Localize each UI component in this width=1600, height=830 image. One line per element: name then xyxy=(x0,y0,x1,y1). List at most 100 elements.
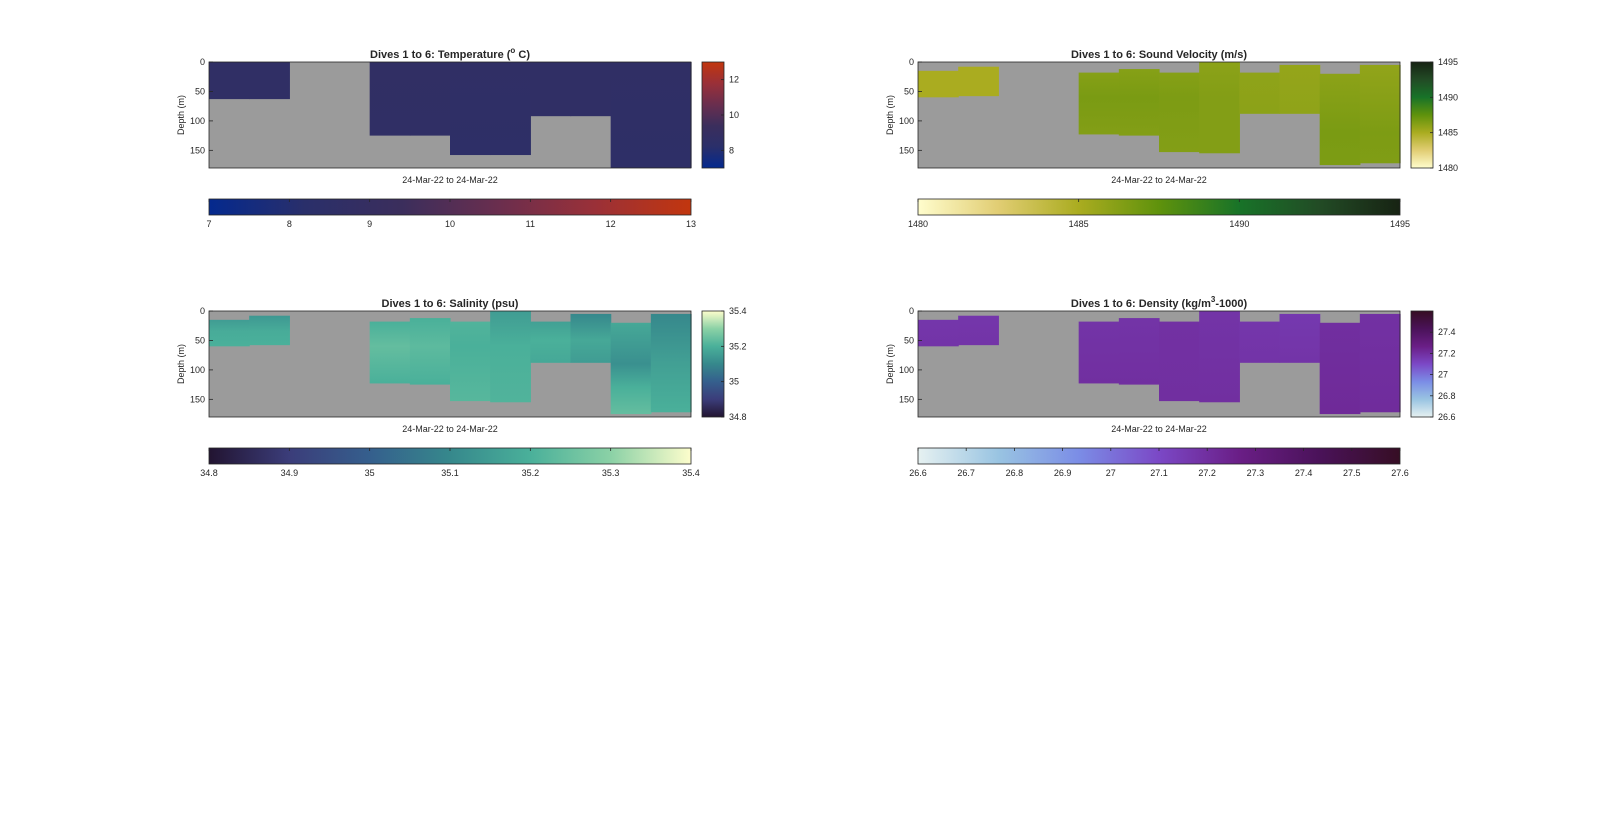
panel-title: Dives 1 to 6: Sound Velocity (m/s) xyxy=(1071,49,1247,61)
data-column xyxy=(958,66,999,97)
y-tick-label: 100 xyxy=(899,116,914,126)
data-column xyxy=(530,62,572,117)
colorbar-tick-label: 1495 xyxy=(1390,219,1410,229)
data-column xyxy=(1239,72,1281,114)
colorbar-tick-label: 34.9 xyxy=(281,468,299,478)
x-axis-label: 24-Mar-22 to 24-Mar-22 xyxy=(402,175,498,185)
y-tick-label: 150 xyxy=(190,145,205,155)
colorbar-tick-label: 10 xyxy=(445,219,455,229)
colorbar-tick-label: 10 xyxy=(729,110,739,120)
colorbar-tick-label: 27.3 xyxy=(1247,468,1265,478)
colorbar-tick-label: 27.4 xyxy=(1438,327,1456,337)
colorbar-tick-label: 26.6 xyxy=(909,468,927,478)
colorbar-tick-label: 12 xyxy=(729,75,739,85)
y-tick-label: 50 xyxy=(904,86,914,96)
data-column xyxy=(450,62,491,156)
axes-frame xyxy=(208,310,692,418)
data-column xyxy=(249,62,290,100)
colorbar-tick-label: 13 xyxy=(686,219,696,229)
y-axis-label: Depth (m) xyxy=(885,95,895,135)
data-column xyxy=(1359,64,1401,164)
colorbar-tick-label: 27.2 xyxy=(1438,348,1456,358)
data-column xyxy=(918,70,959,98)
y-tick-label: 50 xyxy=(195,335,205,345)
y-tick-label: 100 xyxy=(190,365,205,375)
panel-title: Dives 1 to 6: Salinity (psu) xyxy=(382,298,519,310)
y-tick-label: 150 xyxy=(899,394,914,404)
data-column xyxy=(1279,313,1321,363)
colorbar-tick-label: 27.5 xyxy=(1343,468,1361,478)
x-axis-label: 24-Mar-22 to 24-Mar-22 xyxy=(1111,424,1207,434)
panel-density: Dives 1 to 6: Density (kg/m3-1000) 24-Ma… xyxy=(885,295,1456,478)
data-column xyxy=(570,62,612,117)
y-axis-label: Depth (m) xyxy=(176,344,186,384)
y-tick-label: 100 xyxy=(899,365,914,375)
data-column xyxy=(1078,72,1120,135)
colorbar-tick-label: 27.2 xyxy=(1198,468,1216,478)
y-tick-label: 0 xyxy=(909,57,914,67)
data-column xyxy=(1319,322,1361,415)
colorbar-tick-label: 1495 xyxy=(1438,57,1458,67)
data-column xyxy=(1118,318,1160,385)
x-axis-label: 24-Mar-22 to 24-Mar-22 xyxy=(402,424,498,434)
axes-frame xyxy=(917,310,1401,418)
colorbar-tick-label: 1480 xyxy=(1438,163,1458,173)
y-axis-label: Depth (m) xyxy=(176,95,186,135)
y-tick-label: 150 xyxy=(190,394,205,404)
data-column xyxy=(369,62,411,136)
panel-salinity: Dives 1 to 6: Salinity (psu) 24-Mar-22 t… xyxy=(176,298,747,478)
colorbar-tick-label: 26.9 xyxy=(1054,468,1072,478)
y-tick-label: 0 xyxy=(909,306,914,316)
colorbar-tick-label: 34.8 xyxy=(200,468,218,478)
colorbar-tick-label: 26.7 xyxy=(957,468,975,478)
data-column xyxy=(1159,321,1200,402)
x-axis-label: 24-Mar-22 to 24-Mar-22 xyxy=(1111,175,1207,185)
y-tick-label: 50 xyxy=(904,335,914,345)
heatmap-cells: 0 50 100 150 8 10 12 7 8 9 10 11 12 13 xyxy=(190,57,739,229)
data-column xyxy=(918,319,959,347)
data-column xyxy=(1279,64,1321,114)
y-tick-label: 50 xyxy=(195,86,205,96)
data-column xyxy=(450,321,491,402)
colorbar-right xyxy=(701,61,725,169)
heatmap-cells: 0 50 100 150 26.6 26.8 27 27.2 27.4 26.6 26.7 26.8 2… xyxy=(899,306,1456,478)
colorbar-tick-label: 1490 xyxy=(1438,92,1458,102)
data-column xyxy=(610,62,652,168)
data-column xyxy=(1199,311,1240,403)
colorbar-tick-label: 27.1 xyxy=(1150,468,1168,478)
colorbar-tick-label: 35.4 xyxy=(729,306,747,316)
data-column xyxy=(1118,69,1160,136)
colorbar-tick-label: 26.8 xyxy=(1006,468,1024,478)
data-column xyxy=(409,62,451,136)
y-tick-label: 150 xyxy=(899,145,914,155)
data-column xyxy=(650,313,692,413)
data-column xyxy=(369,321,411,384)
y-axis-label: Depth (m) xyxy=(885,344,895,384)
y-tick-label: 0 xyxy=(200,306,205,316)
data-column xyxy=(209,319,250,347)
colorbar-tick-label: 35 xyxy=(729,377,739,387)
colorbar-tick-label: 27 xyxy=(1106,468,1116,478)
data-column xyxy=(958,315,999,346)
colorbar-tick-label: 35.2 xyxy=(522,468,540,478)
data-column xyxy=(650,62,692,168)
colorbar-right xyxy=(1410,61,1434,169)
colorbar-tick-label: 11 xyxy=(526,219,535,229)
data-column xyxy=(1359,313,1401,413)
colorbar-tick-label: 26.8 xyxy=(1438,391,1456,401)
colorbar-tick-label: 7 xyxy=(206,219,211,229)
colorbar-tick-label: 12 xyxy=(606,219,616,229)
colorbar-bottom xyxy=(917,198,1401,216)
panel-temperature: Dives 1 to 6: Temperature (o C) 24-Mar-2… xyxy=(176,46,739,229)
colorbar-tick-label: 9 xyxy=(367,219,372,229)
y-tick-label: 0 xyxy=(200,57,205,67)
axes-frame xyxy=(208,61,692,169)
heatmap-cells: 0 50 100 150 34.8 35 35.2 35.4 34.8 34.9 35 35.1 35.… xyxy=(190,306,747,478)
colorbar-tick-label: 35 xyxy=(365,468,375,478)
data-column xyxy=(490,62,531,156)
colorbar-tick-label: 1480 xyxy=(908,219,928,229)
colorbar-tick-label: 34.8 xyxy=(729,412,747,422)
data-column xyxy=(610,322,652,415)
data-column xyxy=(530,321,572,363)
colorbar-tick-label: 1485 xyxy=(1438,128,1458,138)
